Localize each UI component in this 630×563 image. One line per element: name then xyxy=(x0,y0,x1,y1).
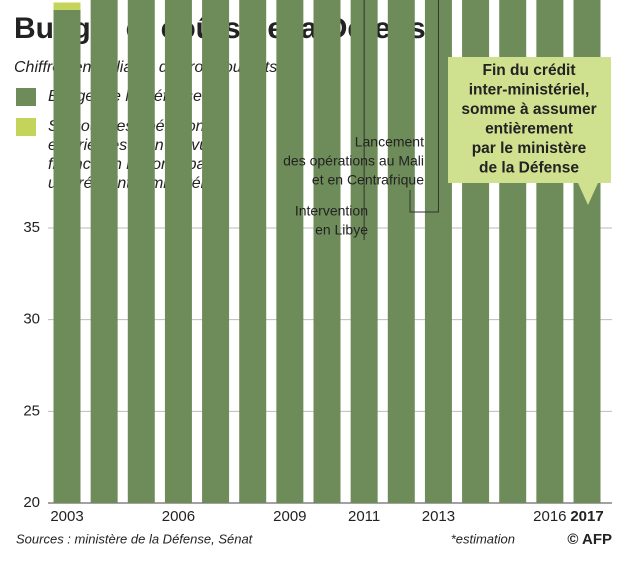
x-tick-label: 2009 xyxy=(273,508,306,525)
annotation: entièrement xyxy=(485,121,573,138)
bar-segment xyxy=(164,0,192,503)
annotation: de la Défense xyxy=(479,160,579,177)
y-tick-label: 20 xyxy=(23,494,40,511)
bar-segment xyxy=(313,0,341,504)
annotation: en Libye xyxy=(315,222,368,238)
bar-segment xyxy=(90,0,118,503)
x-tick-label: 2006 xyxy=(162,508,195,525)
callout-box xyxy=(448,57,611,205)
x-tick-label: 2011 xyxy=(348,508,380,525)
x-tick-label: 2013 xyxy=(422,508,455,525)
annotation: des opérations au Mali xyxy=(283,153,424,169)
source: Sources : ministère de la Défense, Sénat xyxy=(16,531,254,546)
y-tick-label: 30 xyxy=(23,311,40,328)
annotation: inter-ministériel, xyxy=(469,82,590,99)
annotation-leader xyxy=(409,0,439,213)
annotation: et en Centrafrique xyxy=(312,172,424,188)
bar-segment xyxy=(53,2,81,10)
credit: © AFP xyxy=(567,531,612,548)
x-tick-label: 2017 xyxy=(570,508,603,525)
legend-label: Budget de la Défense xyxy=(48,88,202,105)
legend-swatch xyxy=(16,88,36,106)
y-tick-label: 25 xyxy=(23,402,40,419)
annotation: somme à assumer xyxy=(461,101,596,118)
legend-swatch xyxy=(16,118,36,136)
annotation: Intervention xyxy=(295,203,368,219)
x-tick-label: 2016 xyxy=(533,508,566,525)
y-tick-label: 35 xyxy=(23,219,40,236)
bar-segment xyxy=(202,0,230,504)
annotation: par le ministère xyxy=(472,140,587,157)
bar-segment xyxy=(276,0,304,503)
bar-segment xyxy=(127,0,155,503)
x-tick-label: 2003 xyxy=(50,508,83,525)
bar-segment xyxy=(53,9,81,503)
bar-segment xyxy=(239,0,267,503)
annotation: Fin du crédit xyxy=(483,62,576,79)
annotation: Lancement xyxy=(355,134,424,150)
bar-segment xyxy=(387,0,415,503)
note: *estimation xyxy=(451,531,515,546)
